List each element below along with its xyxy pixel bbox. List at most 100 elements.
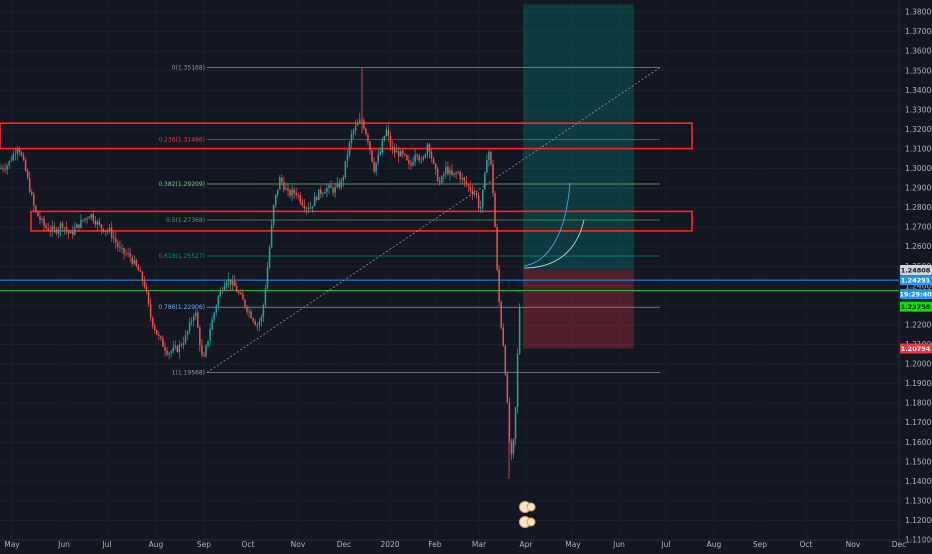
candle-body bbox=[47, 228, 49, 231]
candle-body bbox=[59, 223, 62, 230]
candle-body bbox=[195, 312, 197, 317]
candle-body bbox=[53, 226, 56, 229]
candle-body bbox=[108, 227, 111, 231]
candle-body bbox=[18, 149, 21, 153]
y-tick-label: 1.31000 bbox=[905, 144, 932, 153]
candle-body bbox=[402, 150, 404, 154]
candle-body bbox=[299, 195, 302, 203]
candle-body bbox=[283, 181, 285, 190]
candle-body bbox=[434, 163, 437, 170]
y-tick-label: 1.12000 bbox=[905, 516, 932, 525]
candle-body bbox=[512, 439, 515, 454]
candle-body bbox=[26, 170, 29, 178]
candle-body bbox=[37, 211, 39, 217]
candle-body bbox=[445, 166, 447, 175]
candle-body bbox=[88, 217, 90, 219]
event-marker-icon[interactable] bbox=[526, 517, 536, 527]
candle-body bbox=[422, 157, 425, 160]
candle-body bbox=[28, 177, 31, 193]
candle-body bbox=[43, 218, 45, 226]
candle-body bbox=[356, 122, 359, 126]
fib-level-label: 0.786(1.22906) bbox=[158, 304, 205, 311]
candle-body bbox=[156, 329, 158, 335]
candle-body bbox=[178, 344, 181, 352]
candle-body bbox=[100, 224, 103, 229]
x-tick-label: Jul bbox=[660, 540, 670, 549]
candle-body bbox=[387, 129, 390, 136]
y-tick-label: 1.20000 bbox=[905, 360, 932, 369]
candle-body bbox=[244, 299, 246, 307]
candle-body bbox=[313, 196, 316, 207]
candle-body bbox=[139, 270, 142, 272]
position-target-zone[interactable] bbox=[523, 4, 634, 271]
candle-body bbox=[22, 155, 25, 160]
candle-body bbox=[16, 149, 19, 154]
candle-body bbox=[258, 321, 261, 326]
x-tick-label: May bbox=[565, 540, 581, 549]
candle-body bbox=[127, 253, 129, 255]
x-tick-label: Sep bbox=[197, 540, 211, 549]
y-tick-label: 1.19000 bbox=[905, 379, 932, 388]
candle-body bbox=[410, 163, 412, 166]
candle-body bbox=[49, 230, 51, 232]
candle-body bbox=[211, 319, 213, 330]
candle-body bbox=[246, 306, 248, 312]
candle-body bbox=[516, 353, 519, 408]
candle-body bbox=[418, 155, 420, 161]
projection-curve[interactable] bbox=[523, 182, 571, 267]
candle-body bbox=[31, 192, 33, 195]
candle-body bbox=[174, 346, 176, 348]
candle-body bbox=[492, 164, 494, 193]
candle-body bbox=[262, 305, 265, 317]
candle-body bbox=[170, 351, 172, 354]
candle-body bbox=[110, 227, 113, 238]
candle-body bbox=[248, 311, 250, 313]
candle-body bbox=[369, 141, 371, 151]
candle-body bbox=[428, 144, 431, 152]
fib-level-label: 1(1.19568) bbox=[172, 370, 205, 377]
candle-body bbox=[469, 186, 472, 191]
candle-body bbox=[65, 227, 68, 231]
event-marker-icon[interactable] bbox=[526, 502, 536, 512]
candle-body bbox=[82, 219, 84, 221]
candle-body bbox=[84, 218, 86, 221]
highlight-zone-box[interactable] bbox=[0, 122, 693, 150]
candle-body bbox=[342, 177, 345, 181]
candle-body bbox=[416, 154, 418, 156]
candle-body bbox=[408, 160, 410, 164]
candle-body bbox=[57, 229, 60, 234]
candle-body bbox=[400, 150, 402, 157]
candle-body bbox=[451, 170, 453, 175]
candle-body bbox=[318, 189, 320, 200]
candle-body bbox=[473, 193, 476, 195]
candle-body bbox=[391, 146, 394, 150]
candle-body bbox=[207, 340, 209, 346]
candle-body bbox=[233, 280, 236, 287]
candle-body bbox=[461, 177, 463, 179]
candle-body bbox=[223, 285, 226, 291]
candle-body bbox=[430, 151, 433, 159]
candle-body bbox=[502, 327, 504, 346]
candle-body bbox=[106, 230, 109, 232]
candle-body bbox=[86, 218, 88, 220]
candle-body bbox=[20, 152, 23, 156]
candle-body bbox=[190, 320, 193, 323]
y-tick-label: 1.32000 bbox=[905, 125, 932, 134]
candle-body bbox=[438, 181, 441, 183]
candle-body bbox=[307, 207, 310, 209]
candle-body bbox=[104, 230, 107, 232]
y-tick-label: 1.36000 bbox=[905, 47, 932, 56]
x-tick-label: Apr bbox=[520, 540, 534, 549]
candle-body bbox=[359, 119, 361, 123]
position-stop-zone[interactable] bbox=[523, 270, 634, 349]
candle-body bbox=[227, 279, 230, 282]
highlight-zone-box[interactable] bbox=[30, 210, 693, 232]
candle-body bbox=[268, 247, 271, 268]
fib-trend-line[interactable] bbox=[206, 67, 661, 373]
x-tick-label: Dec bbox=[892, 540, 907, 549]
candle-body bbox=[455, 173, 457, 174]
projection-curve[interactable] bbox=[523, 219, 585, 269]
y-tick-label: 1.22000 bbox=[905, 320, 932, 329]
